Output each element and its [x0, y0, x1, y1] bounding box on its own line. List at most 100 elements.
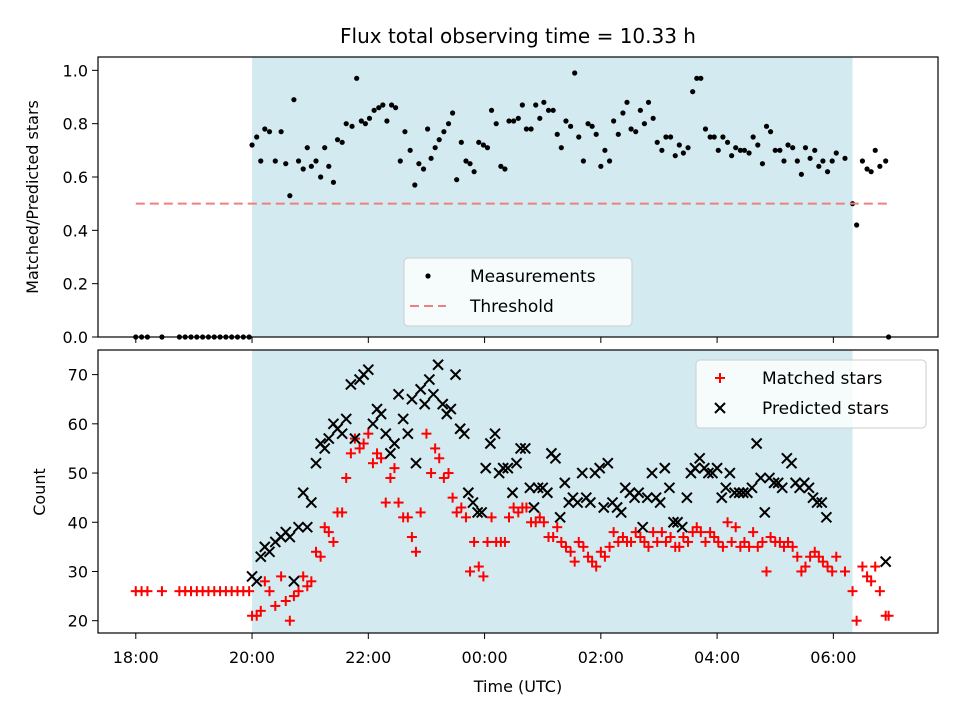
data-point: [591, 561, 602, 572]
data-point: [420, 166, 427, 172]
legend-label: Matched stars: [762, 369, 882, 389]
data-point: [484, 145, 491, 151]
data-point: [421, 428, 432, 439]
data-point: [418, 398, 431, 410]
data-point: [380, 102, 386, 108]
data-point: [258, 158, 264, 164]
data-point: [414, 383, 427, 396]
data-point: [313, 158, 319, 164]
data-point: [700, 536, 711, 547]
y-tick-label: 0.6: [63, 168, 88, 187]
data-point: [733, 487, 745, 499]
bottom-legend: Matched stars Predicted stars: [695, 359, 927, 429]
data-point: [476, 139, 482, 145]
data-point: [729, 153, 735, 159]
data-point: [337, 507, 348, 518]
data-point: [473, 561, 484, 572]
data-point: [478, 571, 489, 582]
data-point: [606, 158, 613, 164]
data-point: [376, 453, 387, 464]
data-point: [345, 378, 357, 391]
data-point: [524, 482, 536, 494]
data-point: [626, 536, 637, 547]
data-point: [528, 126, 534, 132]
data-point: [434, 453, 445, 464]
data-point: [427, 388, 440, 401]
data-point: [608, 527, 619, 538]
data-point: [674, 541, 685, 552]
legend-label: Threshold: [469, 297, 554, 317]
data-point: [506, 118, 512, 124]
data-point: [857, 561, 868, 572]
legend-item: Measurements: [425, 267, 596, 287]
data-point: [554, 131, 560, 137]
data-point: [270, 600, 281, 611]
data-point: [748, 527, 759, 538]
data-point: [508, 502, 519, 513]
y-tick-label: 0.2: [63, 275, 88, 294]
data-point: [244, 586, 255, 597]
data-point: [820, 158, 826, 164]
legend-box: [403, 257, 633, 327]
data-point: [328, 536, 339, 547]
data-point: [380, 427, 392, 440]
data-point: [802, 145, 809, 151]
data-point: [528, 501, 540, 514]
data-point: [445, 121, 452, 127]
data-point: [519, 442, 531, 455]
data-point: [407, 147, 413, 153]
data-point: [759, 506, 771, 519]
data-point: [643, 541, 654, 552]
legend-item: Predicted stars: [714, 399, 889, 419]
data-point: [859, 158, 866, 164]
data-point: [870, 561, 881, 572]
data-point: [384, 447, 397, 460]
data-point: [533, 102, 539, 108]
data-point: [532, 482, 544, 494]
data-point: [288, 591, 299, 602]
data-point: [554, 511, 566, 524]
data-point: [798, 171, 804, 177]
data-point: [602, 457, 614, 469]
data-point: [851, 615, 862, 626]
data-point: [585, 121, 591, 127]
data-point: [866, 576, 877, 587]
data-point: [384, 118, 390, 124]
data-point: [538, 517, 549, 528]
data-point: [363, 428, 374, 439]
data-point: [790, 145, 796, 151]
y-tick-label: 0.8: [63, 115, 88, 134]
bottom-axes-frame: [97, 349, 939, 634]
bottom-panel: 20 30 40 50 60 70 18:00 20:00 22:00 00:00 02:00 04…: [30, 349, 939, 696]
data-point: [652, 536, 663, 547]
data-point: [654, 139, 660, 145]
data-point: [519, 102, 525, 108]
data-point: [489, 427, 501, 440]
data-point: [449, 368, 462, 381]
data-point: [683, 536, 694, 547]
data-point: [493, 121, 499, 127]
data-point: [301, 521, 313, 533]
data-point: [358, 118, 364, 124]
data-point: [462, 487, 475, 499]
data-point: [362, 121, 369, 127]
data-point: [620, 110, 626, 116]
data-point: [598, 501, 610, 514]
data-point: [326, 163, 332, 169]
x-tick-label: 22:00: [345, 648, 391, 667]
data-point: [787, 541, 798, 552]
data-point: [822, 561, 833, 572]
y-tick-label: 70: [68, 366, 88, 385]
data-point: [733, 145, 739, 151]
data-point: [297, 487, 309, 499]
data-point: [665, 532, 676, 543]
data-point: [720, 134, 726, 140]
data-point: [304, 145, 310, 151]
legend-box: [695, 359, 927, 429]
data-point: [445, 403, 457, 415]
data-point: [284, 615, 295, 626]
data-point: [523, 126, 530, 132]
data-point: [280, 596, 291, 607]
data-point: [406, 393, 418, 405]
data-point: [824, 169, 831, 175]
